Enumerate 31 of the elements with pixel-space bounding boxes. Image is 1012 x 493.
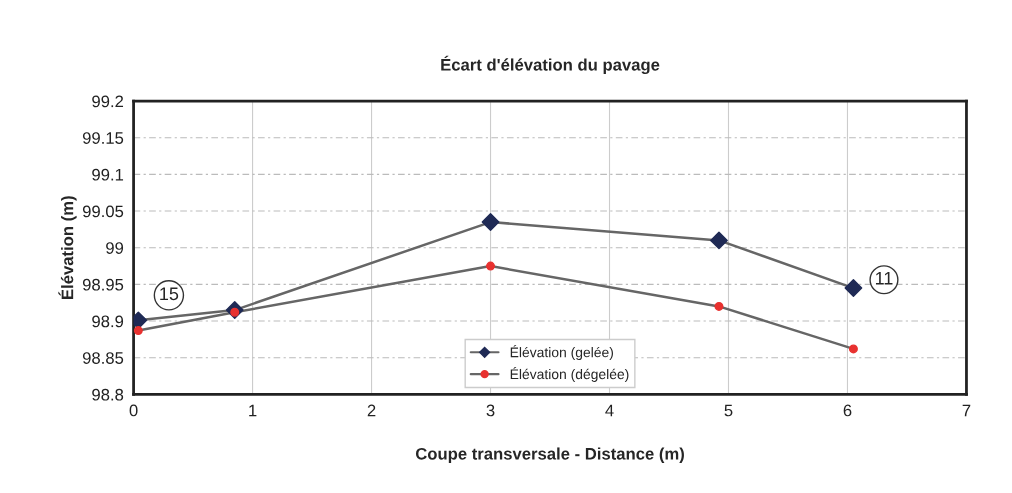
point [133, 326, 143, 336]
legend-label: Élévation (gelée) [510, 345, 613, 361]
legend-label: Élévation (dégelée) [510, 366, 629, 382]
point [481, 213, 500, 231]
y-tick-label: 99.1 [92, 168, 124, 181]
y-axis-title: Élévation (m) [58, 196, 77, 299]
y-tick-label: 98.95 [82, 278, 124, 291]
x-tick-label: 2 [367, 404, 376, 417]
point [848, 344, 858, 354]
x-tick-label: 1 [249, 404, 257, 417]
y-tick-label: 98.85 [82, 352, 124, 364]
annotation: 11 [875, 271, 893, 285]
y-tick-label: 99.05 [82, 205, 124, 218]
x-tick-label: 3 [486, 404, 495, 417]
point [714, 301, 724, 311]
y-tick-label: 98.8 [92, 388, 124, 401]
x-axis-title: Coupe transversale - Distance (m) [415, 447, 684, 463]
x-tick-label: 5 [724, 404, 733, 417]
annotation: 15 [160, 287, 179, 301]
y-tick-label: 98.9 [92, 315, 124, 328]
x-tick-label: 7 [962, 404, 971, 417]
x-tick-label: 4 [605, 404, 614, 417]
x-tick-label: 6 [843, 404, 852, 417]
point [844, 279, 863, 297]
y-tick-label: 99 [106, 242, 124, 254]
chart-title: Écart d'élévation du pavage [441, 55, 660, 75]
y-tick-label: 99.15 [82, 132, 124, 144]
point [486, 261, 496, 271]
y-tick-label: 99.2 [92, 95, 124, 108]
x-tick-label: 0 [129, 404, 138, 417]
point [710, 231, 728, 250]
